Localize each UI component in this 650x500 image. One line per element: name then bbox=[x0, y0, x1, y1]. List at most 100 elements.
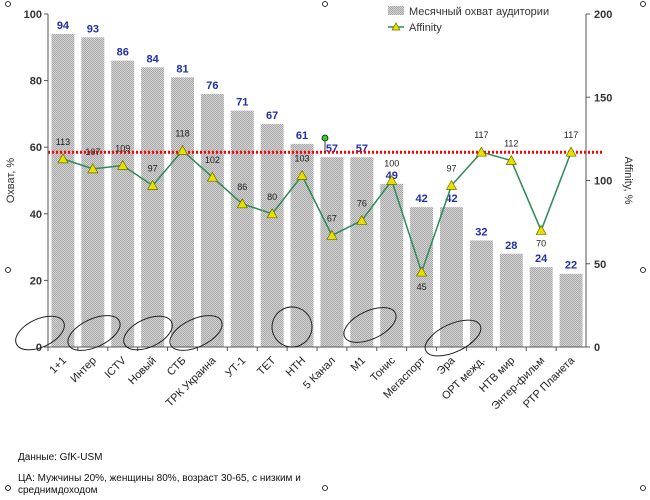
y-right-tick-label: 50 bbox=[594, 259, 606, 271]
affinity-label: 117 bbox=[564, 130, 578, 140]
labels-group: 113 107 109 97 118 102 86 80 103 67 76 100 45 97 117 11… bbox=[56, 129, 578, 293]
affinity-marker bbox=[266, 208, 278, 219]
y-left-tick-label: 40 bbox=[30, 209, 42, 221]
affinity-marker bbox=[445, 179, 458, 190]
affinity-label: 113 bbox=[56, 137, 70, 147]
reach-bar-label: 93 bbox=[87, 23, 99, 35]
category-label: УТ-1 bbox=[223, 355, 248, 380]
y-left-axis-title: Охват, % bbox=[5, 158, 17, 203]
affinity-label: 97 bbox=[148, 163, 158, 173]
legend-label-reach: Месячный охват аудитории bbox=[409, 6, 549, 18]
y-right-tick-label: 150 bbox=[594, 92, 612, 104]
reach-bar-label: 22 bbox=[565, 260, 577, 272]
highlight-ellipse bbox=[343, 307, 397, 343]
highlight-ellipse bbox=[123, 315, 173, 351]
affinity-marker bbox=[326, 229, 338, 240]
affinity-label: 103 bbox=[295, 154, 310, 164]
reach-bar bbox=[171, 77, 194, 348]
affinity-label: 102 bbox=[205, 155, 220, 165]
highlight-ellipse bbox=[271, 306, 313, 348]
reach-bar bbox=[141, 67, 165, 347]
affinity-line bbox=[62, 149, 572, 275]
affinity-label: 80 bbox=[267, 192, 277, 202]
reach-bar bbox=[440, 207, 463, 347]
affinity-marker bbox=[87, 163, 99, 174]
y-left-tick-label: 80 bbox=[30, 76, 42, 88]
y-right-axis-title: Affinity, % bbox=[622, 157, 634, 205]
reach-bar bbox=[260, 123, 284, 347]
affinity-label: 112 bbox=[504, 139, 518, 149]
reach-bar bbox=[51, 33, 75, 347]
affinity-marker bbox=[176, 144, 189, 155]
affinity-label: 107 bbox=[85, 147, 100, 157]
legend-marker-affinity bbox=[391, 22, 401, 31]
reach-bar bbox=[111, 60, 135, 348]
highlight-ellipse bbox=[67, 315, 121, 351]
rotation-handle[interactable] bbox=[321, 134, 329, 142]
reach-bar bbox=[290, 143, 314, 347]
y-right-tick-label: 0 bbox=[594, 342, 600, 354]
affinity-marker bbox=[236, 198, 248, 209]
y-left-tick-label: 20 bbox=[30, 275, 42, 287]
category-label: ТЕТ bbox=[255, 354, 278, 377]
selection-handle[interactable] bbox=[640, 1, 646, 7]
reach-bar bbox=[380, 183, 404, 347]
affinity-label: 76 bbox=[357, 198, 367, 208]
category-label: Эра bbox=[435, 354, 458, 377]
reach-bar bbox=[499, 253, 523, 347]
reach-bar bbox=[469, 240, 493, 347]
affinity-marker bbox=[206, 171, 218, 182]
reach-bar bbox=[200, 93, 224, 347]
reach-bar-label: 28 bbox=[505, 240, 517, 252]
reach-bar-label: 84 bbox=[146, 53, 159, 65]
category-label: 5 Канал bbox=[301, 355, 338, 392]
selection-handle[interactable] bbox=[322, 1, 328, 7]
reach-bar-label: 32 bbox=[475, 226, 487, 238]
affinity-marker bbox=[416, 266, 428, 277]
affinity-label: 109 bbox=[115, 144, 130, 154]
affinity-label: 97 bbox=[446, 163, 456, 173]
affinity-label: 67 bbox=[327, 213, 337, 223]
affinity-label: 118 bbox=[175, 129, 189, 139]
selection-handle[interactable] bbox=[640, 267, 646, 273]
highlight-ellipse bbox=[15, 315, 65, 351]
reach-bar-label: 71 bbox=[236, 97, 248, 109]
affinity-marker bbox=[475, 146, 487, 157]
reach-bar-label: 67 bbox=[266, 110, 278, 122]
category-label: 1+1 bbox=[47, 355, 69, 377]
reach-bar bbox=[529, 267, 553, 347]
affinity-label: 117 bbox=[474, 130, 488, 140]
category-label: Новый bbox=[126, 355, 159, 388]
y-left-tick-label: 100 bbox=[24, 9, 42, 21]
highlight-ellipse bbox=[169, 315, 223, 351]
reach-bar bbox=[320, 157, 344, 347]
legend-swatch-reach bbox=[388, 6, 404, 15]
selection-handle[interactable] bbox=[5, 1, 11, 7]
affinity-label: 100 bbox=[384, 159, 399, 169]
selection-handle[interactable] bbox=[5, 267, 11, 273]
reach-bar-label: 76 bbox=[206, 80, 218, 92]
affinity-marker bbox=[57, 153, 69, 164]
legend: Месячный охват аудитории Affinity bbox=[388, 6, 549, 34]
reach-bar-label: 94 bbox=[57, 20, 70, 32]
reach-bar-label: 81 bbox=[176, 63, 188, 75]
affinity-marker bbox=[147, 179, 159, 190]
decorations bbox=[5, 1, 646, 491]
selection-handle[interactable] bbox=[5, 485, 11, 491]
selection-handle[interactable] bbox=[640, 485, 646, 491]
selection-handle[interactable] bbox=[322, 485, 328, 491]
reach-bar-label: 24 bbox=[535, 253, 548, 265]
affinity-marker bbox=[117, 159, 129, 170]
highlight-ellipse bbox=[424, 319, 482, 357]
category-label: Интер bbox=[68, 355, 99, 386]
reach-bar-label: 42 bbox=[415, 193, 427, 205]
reach-bar bbox=[230, 110, 254, 347]
target-audience-note: ЦА: Мужчины 20%, женщины 80%, возраст 30… bbox=[18, 473, 301, 496]
y-left-tick-label: 60 bbox=[30, 142, 42, 154]
affinity-label: 70 bbox=[536, 238, 546, 248]
bars-group: 949386848176716761575749424232282422 bbox=[51, 20, 583, 348]
reach-bar bbox=[559, 273, 583, 347]
legend-label-affinity: Affinity bbox=[409, 22, 442, 34]
affinity-label: 45 bbox=[417, 282, 427, 292]
